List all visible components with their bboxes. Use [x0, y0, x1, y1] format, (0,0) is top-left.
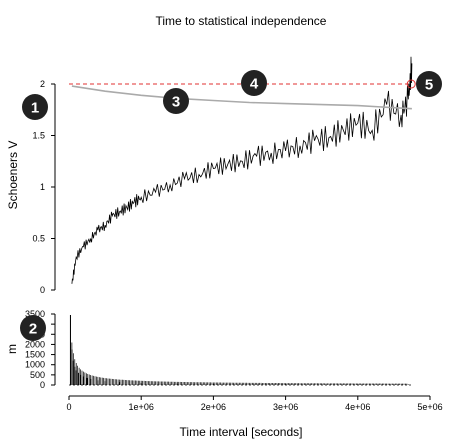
- marker-number: 4: [250, 76, 259, 93]
- top-y-tick-label: 1.5: [32, 131, 45, 141]
- bottom-y-tick-label: 0: [40, 380, 45, 390]
- bottom-y-tick-label: 500: [30, 370, 45, 380]
- bottom-y-tick-label: 1500: [25, 350, 45, 360]
- top-y-tick-label: 2: [40, 79, 45, 89]
- bottom-y-tick-label: 1000: [25, 360, 45, 370]
- bottom-panel: 0500100015002000250030003500: [25, 309, 412, 390]
- x-tick-label: 2e+06: [201, 402, 226, 412]
- marker-number: 2: [29, 321, 37, 338]
- marker-2: 2: [20, 315, 46, 341]
- bottom-y-axis-label: m: [5, 344, 19, 354]
- marker-number: 5: [425, 77, 433, 94]
- x-tick-label: 3e+06: [273, 402, 298, 412]
- x-axis: 0 1e+06 2e+06 3e+06 4e+06 5e+06: [66, 396, 442, 412]
- marker-number: 1: [31, 100, 39, 117]
- marker-number: 3: [172, 94, 180, 111]
- chart-title: Time to statistical independence: [156, 14, 327, 28]
- x-tick-label: 1e+06: [129, 402, 154, 412]
- x-axis-label: Time interval [seconds]: [180, 425, 303, 439]
- marker-1: 1: [22, 94, 48, 120]
- x-tick-label: 5e+06: [417, 402, 442, 412]
- marker-3: 3: [163, 88, 189, 114]
- top-y-tick-label: 0: [40, 285, 45, 295]
- bottom-y-tick-label: 2000: [25, 339, 45, 349]
- top-panel: 0 0.5 1 1.5 2: [32, 57, 415, 295]
- marker-4: 4: [241, 70, 267, 96]
- x-tick-label: 0: [66, 402, 71, 412]
- marker-5: 5: [416, 71, 442, 97]
- top-y-axis-label: Schoeners V: [6, 141, 20, 210]
- top-y-tick-label: 0.5: [32, 234, 45, 244]
- x-tick-label: 4e+06: [345, 402, 370, 412]
- top-y-tick-label: 1: [40, 182, 45, 192]
- annotation-markers: 1 2 3 4 5: [20, 70, 442, 341]
- reference-curve-line: [72, 86, 412, 109]
- schoeners-v-line: [72, 57, 412, 284]
